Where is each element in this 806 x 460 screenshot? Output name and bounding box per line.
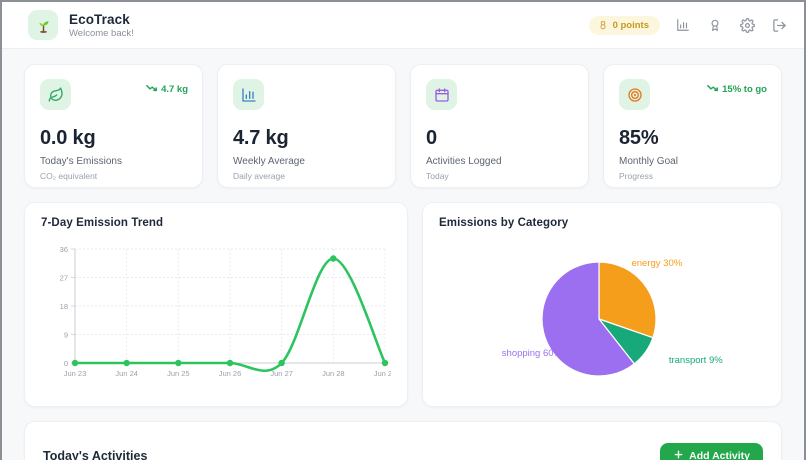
trend-down-icon xyxy=(146,84,157,95)
chart-row: 7-Day Emission Trend 0 9 18 27 36 Jun 23 Jun 2… xyxy=(24,202,782,407)
stat-trend-label: 4.7 kg xyxy=(161,84,188,95)
stat-value: 0.0 kg xyxy=(40,127,96,149)
stat-sublabel: CO₂ equivalent xyxy=(40,171,98,181)
chart-title: 7-Day Emission Trend xyxy=(41,217,164,229)
target-icon xyxy=(619,79,650,110)
svg-text:9: 9 xyxy=(64,330,68,339)
stat-value: 0 xyxy=(426,127,437,149)
stat-card-monthly-goal: 15% to go 85% Monthly Goal Progress xyxy=(603,64,782,188)
emissions-by-category-card: Emissions by Category energy 30% transpor… xyxy=(422,202,782,407)
leaf-icon xyxy=(40,79,71,110)
add-activity-label: Add Activity xyxy=(689,450,750,460)
stat-value: 85% xyxy=(619,127,659,149)
chart-bar-icon xyxy=(233,79,264,110)
gear-icon[interactable] xyxy=(738,16,756,34)
stat-label: Today's Emissions xyxy=(40,156,122,167)
header-actions: 0 points xyxy=(588,15,788,35)
svg-text:Jun 26: Jun 26 xyxy=(219,369,242,378)
stat-label: Weekly Average xyxy=(233,156,305,167)
stat-trend: 4.7 kg xyxy=(146,79,188,95)
award-icon[interactable] xyxy=(706,16,724,34)
svg-text:Jun 23: Jun 23 xyxy=(64,369,87,378)
plus-icon xyxy=(673,449,684,460)
stat-card-weekly-average: 4.7 kg Weekly Average Daily average xyxy=(217,64,396,188)
chart-bar-icon[interactable] xyxy=(674,16,692,34)
trend-down-icon xyxy=(707,84,719,95)
svg-text:Jun 25: Jun 25 xyxy=(167,369,190,378)
svg-text:Jun 28: Jun 28 xyxy=(322,369,345,378)
app-title: EcoTrack xyxy=(69,11,130,27)
svg-text:27: 27 xyxy=(60,273,68,282)
emission-trend-card: 7-Day Emission Trend 0 9 18 27 36 Jun 23 Jun 2… xyxy=(24,202,408,407)
chart-title: Emissions by Category xyxy=(439,217,569,229)
points-badge[interactable]: 0 points xyxy=(588,15,660,35)
page-section-title: Today's Activities xyxy=(43,449,148,460)
line-chart: 0 9 18 27 36 Jun 23 Jun 24 Jun 25 Jun 26 Jun 27 Ju… xyxy=(41,239,391,389)
svg-text:36: 36 xyxy=(60,245,68,254)
stat-sublabel: Progress xyxy=(619,171,654,181)
app-header: EcoTrack Welcome back! 0 points xyxy=(2,2,804,49)
points-label: 0 points xyxy=(612,19,649,31)
stat-card-row: 4.7 kg 0.0 kg Today's Emissions CO₂ equi… xyxy=(24,64,782,188)
stat-sublabel: Today xyxy=(426,171,449,181)
stat-trend-label: 15% to go xyxy=(722,84,767,95)
line-chart-svg[interactable]: 0 9 18 27 36 Jun 23 Jun 24 Jun 25 Jun 26 Jun 27 Ju… xyxy=(41,239,391,387)
stat-sublabel: Daily average xyxy=(233,171,285,181)
add-activity-button[interactable]: Add Activity xyxy=(660,442,763,460)
seedling-icon xyxy=(28,10,58,40)
stat-label: Monthly Goal xyxy=(619,156,678,167)
calendar-icon xyxy=(426,79,457,110)
svg-text:0: 0 xyxy=(64,359,68,368)
svg-text:Jun 24: Jun 24 xyxy=(115,369,138,378)
todays-activities-card: Today's Activities Add Activity xyxy=(24,421,782,460)
svg-text:Jun 29: Jun 29 xyxy=(374,369,391,378)
medal-icon xyxy=(598,20,608,31)
welcome-text: Welcome back! xyxy=(69,27,134,39)
stat-card-activities-logged: 0 Activities Logged Today xyxy=(410,64,589,188)
svg-text:Jun 27: Jun 27 xyxy=(270,369,293,378)
pie-chart: energy 30% transport 9% shopping 60% xyxy=(439,235,765,395)
pie-chart-svg[interactable]: energy 30% transport 9% shopping 60% xyxy=(427,235,777,393)
svg-text:energy 30%: energy 30% xyxy=(631,258,682,269)
dashboard-content: 4.7 kg 0.0 kg Today's Emissions CO₂ equi… xyxy=(2,49,804,460)
svg-text:shopping 60%: shopping 60% xyxy=(502,348,563,359)
svg-text:18: 18 xyxy=(60,302,68,311)
logout-icon[interactable] xyxy=(770,16,788,34)
stat-label: Activities Logged xyxy=(426,156,502,167)
stat-card-today-emissions: 4.7 kg 0.0 kg Today's Emissions CO₂ equi… xyxy=(24,64,203,188)
stat-trend: 15% to go xyxy=(707,79,767,95)
brand[interactable]: EcoTrack Welcome back! xyxy=(28,10,134,40)
svg-text:transport 9%: transport 9% xyxy=(669,355,723,366)
stat-value: 4.7 kg xyxy=(233,127,289,149)
